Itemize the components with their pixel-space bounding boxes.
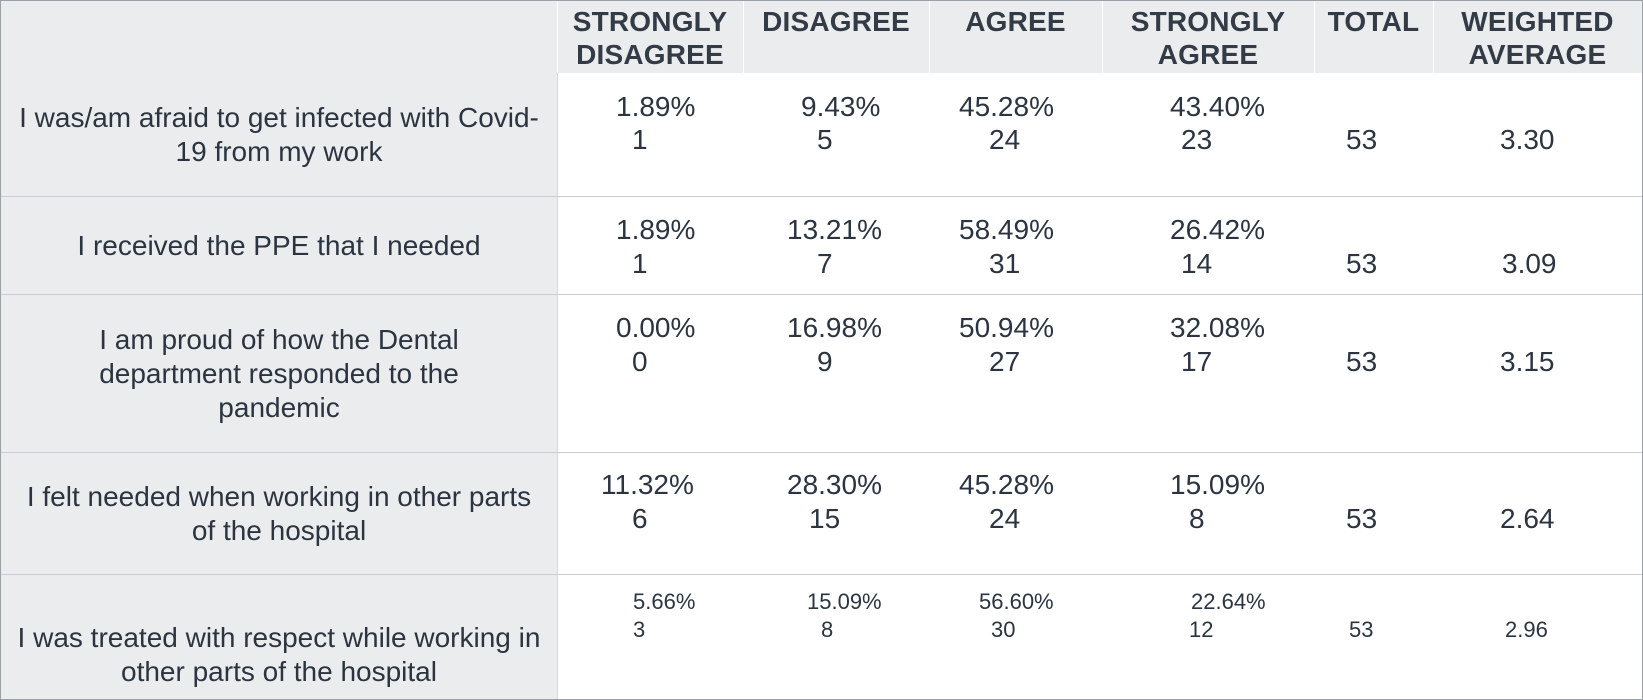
agree-count: 24: [989, 124, 1021, 155]
row-total: 53: [1349, 617, 1374, 642]
table-header-row: STRONGLY DISAGREE DISAGREE AGREE STRONGL…: [1, 1, 1642, 73]
strongly-disagree-count: 0: [632, 346, 648, 377]
table-row: I was treated with respect while working…: [1, 575, 1642, 699]
row-divider: [1, 294, 1642, 295]
strongly-disagree-count: 3: [633, 617, 646, 642]
row-total: 53: [1346, 346, 1378, 377]
strongly-agree-percent: 22.64%: [1191, 589, 1266, 614]
disagree-count: 8: [821, 617, 834, 642]
header-disagree: DISAGREE: [743, 1, 929, 73]
question-text: I am proud of how the Dental department …: [99, 323, 459, 423]
header-disagree-label: DISAGREE: [762, 6, 910, 37]
agree-count: 27: [989, 346, 1021, 377]
disagree-count: 5: [817, 124, 833, 155]
header-agree-label: AGREE: [965, 6, 1066, 37]
header-strongly-disagree-line1: STRONGLY: [572, 6, 728, 37]
agree-percent: 45.28%: [959, 469, 1054, 500]
header-divider: [929, 1, 930, 73]
header-divider: [1314, 1, 1315, 73]
strongly-disagree-percent: 5.66%: [633, 589, 696, 614]
question-text: I was/am afraid to get infected with Cov…: [19, 101, 539, 167]
header-strongly-disagree: STRONGLY DISAGREE: [557, 1, 743, 73]
header-divider: [743, 1, 744, 73]
question-text: I was treated with respect while working…: [17, 622, 541, 687]
header-strongly-agree: STRONGLY AGREE: [1102, 1, 1314, 73]
agree-percent: 50.94%: [959, 312, 1054, 343]
question-cell: I felt needed when working in other part…: [1, 453, 558, 574]
strongly-agree-percent: 32.08%: [1170, 312, 1265, 343]
row-total: 53: [1346, 248, 1378, 279]
strongly-disagree-percent: 1.89%: [616, 214, 696, 245]
header-strongly-disagree-line2: DISAGREE: [576, 39, 724, 70]
table-row: I was/am afraid to get infected with Cov…: [1, 73, 1642, 196]
disagree-count: 9: [817, 346, 833, 377]
strongly-disagree-count: 1: [632, 248, 648, 279]
row-total: 53: [1346, 503, 1378, 534]
question-text: I received the PPE that I needed: [77, 229, 481, 261]
disagree-percent: 15.09%: [807, 589, 882, 614]
strongly-agree-count: 17: [1181, 346, 1213, 377]
agree-count: 30: [991, 617, 1016, 642]
table-row: I received the PPE that I needed 1.89% 1…: [1, 197, 1642, 294]
row-divider: [1, 574, 1642, 575]
strongly-agree-percent: 43.40%: [1170, 91, 1265, 122]
strongly-disagree-percent: 1.89%: [616, 91, 696, 122]
weighted-average-value: 2.96: [1505, 617, 1548, 642]
strongly-disagree-count: 1: [632, 124, 648, 155]
disagree-percent: 28.30%: [787, 469, 882, 500]
weighted-average-value: 2.64: [1500, 503, 1555, 534]
disagree-count: 7: [817, 248, 833, 279]
agree-count: 24: [989, 503, 1021, 534]
strongly-agree-percent: 26.42%: [1170, 214, 1265, 245]
question-cell: I am proud of how the Dental department …: [1, 295, 558, 452]
row-total: 53: [1346, 124, 1378, 155]
strongly-agree-count: 12: [1189, 617, 1214, 642]
header-total-label: TOTAL: [1327, 6, 1420, 37]
strongly-disagree-percent: 11.32%: [601, 469, 694, 500]
header-divider: [1433, 1, 1434, 73]
header-strongly-agree-line1: STRONGLY: [1130, 6, 1286, 37]
header-divider: [1102, 1, 1103, 73]
agree-count: 31: [989, 248, 1021, 279]
strongly-agree-count: 8: [1189, 503, 1205, 534]
strongly-agree-count: 23: [1181, 124, 1213, 155]
table-row: I felt needed when working in other part…: [1, 453, 1642, 574]
weighted-average-value: 3.30: [1500, 124, 1555, 155]
disagree-percent: 16.98%: [787, 312, 882, 343]
strongly-agree-count: 14: [1181, 248, 1213, 279]
row-divider: [1, 452, 1642, 453]
disagree-percent: 13.21%: [787, 214, 882, 245]
header-divider: [557, 1, 558, 73]
question-text: I felt needed when working in other part…: [26, 480, 532, 546]
agree-percent: 58.49%: [959, 214, 1054, 245]
header-weighted-average-line1: WEIGHTED: [1461, 6, 1614, 37]
question-cell: I was/am afraid to get infected with Cov…: [1, 73, 558, 196]
header-weighted-average: WEIGHTED AVERAGE: [1433, 1, 1642, 73]
header-strongly-agree-line2: AGREE: [1157, 39, 1259, 70]
strongly-agree-percent: 15.09%: [1170, 469, 1265, 500]
header-total: TOTAL: [1314, 1, 1433, 73]
header-weighted-average-line2: AVERAGE: [1468, 39, 1607, 70]
strongly-disagree-percent: 0.00%: [616, 312, 696, 343]
weighted-average-value: 3.09: [1502, 248, 1557, 279]
disagree-count: 15: [809, 503, 841, 534]
question-cell: I was treated with respect while working…: [1, 575, 558, 699]
agree-percent: 45.28%: [959, 91, 1054, 122]
disagree-percent: 9.43%: [801, 91, 881, 122]
agree-percent: 56.60%: [979, 589, 1054, 614]
row-divider: [1, 196, 1642, 197]
question-cell: I received the PPE that I needed: [1, 197, 558, 294]
strongly-disagree-count: 6: [632, 503, 648, 534]
table-row: I am proud of how the Dental department …: [1, 295, 1642, 452]
header-agree: AGREE: [929, 1, 1102, 73]
weighted-average-value: 3.15: [1500, 346, 1555, 377]
